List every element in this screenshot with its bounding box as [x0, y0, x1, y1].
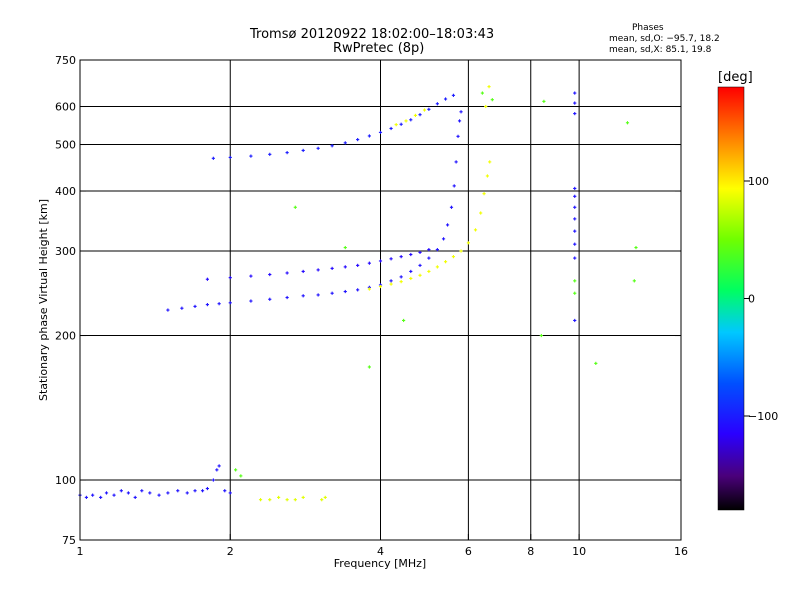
data-points: [78, 85, 638, 502]
series-group: [258, 495, 327, 502]
x-tick-label: 10: [572, 545, 586, 558]
phase-x-stats: mean, sd,X: 85.1, 19.8: [609, 45, 712, 55]
colorbar-ticks: 100 0 −100: [744, 175, 778, 423]
series-group: [394, 85, 491, 127]
y-tick-label: 600: [55, 101, 76, 114]
x-tick-label: 8: [527, 545, 534, 558]
y-tick-label: 500: [55, 139, 76, 152]
y-tick-label: 200: [55, 330, 76, 343]
y-tick-label: 750: [55, 54, 76, 67]
y-tick-label: 400: [55, 185, 76, 198]
colorbar: [717, 86, 745, 511]
chart-subtitle: RwPretec (8p): [333, 41, 425, 56]
phase-o-stats: mean, sd,O: −95.7, 18.2: [609, 34, 720, 44]
x-tick-label: 2: [227, 545, 234, 558]
x-axis-label: Frequency [MHz]: [334, 557, 426, 570]
x-tick-label: 16: [674, 545, 688, 558]
x-tick-label: 4: [377, 545, 384, 558]
colorbar-unit-label: [deg]: [718, 70, 753, 85]
series-group: [166, 110, 463, 312]
phase-heading: Phases: [632, 23, 664, 33]
series-group: [78, 464, 232, 500]
series-group: [211, 93, 456, 160]
colorbar-tick-label: 100: [748, 175, 769, 188]
x-tick-label: 1: [77, 545, 84, 558]
series-group: [367, 160, 492, 291]
y-tick-label: 300: [55, 245, 76, 258]
y-axis-ticks: 75 100 200 300 400 500 600 750: [55, 54, 681, 547]
chart-title: Tromsø 20120922 18:02:00–18:03:43: [250, 27, 495, 42]
series-group: [234, 91, 638, 478]
x-axis-ticks: 1 2 4 6 8 10 16: [77, 534, 688, 558]
y-tick-label: 100: [55, 474, 76, 487]
series-group: [573, 91, 577, 323]
x-tick-label: 6: [465, 545, 472, 558]
y-axis-label: Stationary phase Virtual Height [km]: [37, 199, 50, 401]
y-tick-label: 75: [62, 534, 76, 547]
series-group: [205, 248, 431, 281]
colorbar-tick-label: −100: [748, 410, 778, 423]
colorbar-tick-label: 0: [748, 293, 755, 306]
grid-lines: [80, 60, 681, 540]
